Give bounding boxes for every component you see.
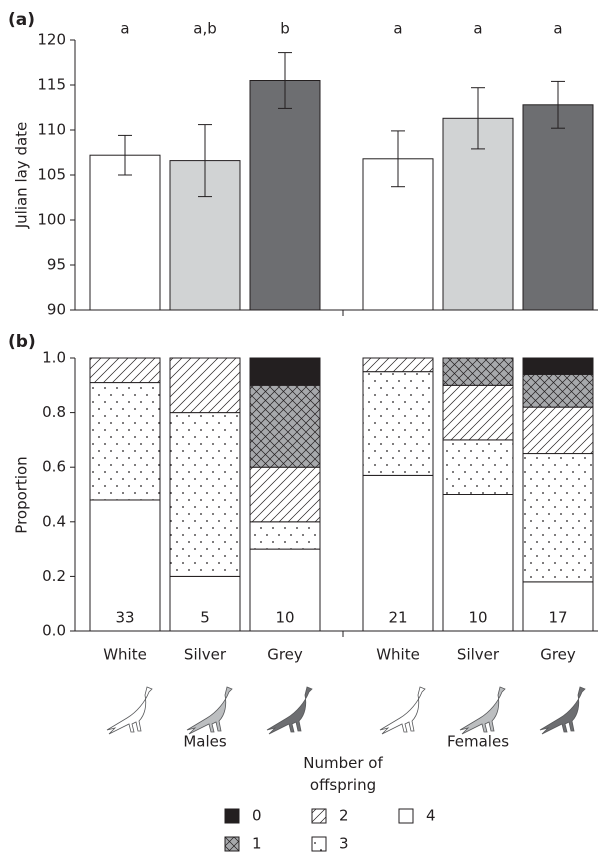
bird-icon: [107, 687, 152, 734]
legend-label: 3: [339, 835, 349, 853]
bar-segment: [443, 385, 513, 440]
bar-segment: [90, 383, 160, 500]
bar-segment: [523, 358, 593, 374]
x-tick-label: Grey: [267, 646, 303, 664]
sample-size: 21: [388, 609, 407, 627]
x-tick-label: Grey: [540, 646, 576, 664]
bar-segment: [443, 440, 513, 495]
significance-letter: a: [393, 20, 402, 38]
legend-title: Number of offspring: [283, 752, 403, 796]
y-tick-label: 0.2: [42, 567, 66, 585]
legend-label: 1: [252, 835, 262, 853]
bird-icon: [267, 687, 312, 734]
bar-segment: [170, 413, 240, 577]
legend-swatch: [312, 809, 326, 823]
bar-segment: [363, 372, 433, 476]
sample-size: 17: [548, 609, 567, 627]
bar-segment: [250, 522, 320, 549]
panel-label: (a): [8, 10, 35, 30]
bird-icon: [540, 687, 585, 734]
bar-segment: [443, 358, 513, 385]
bar-segment: [523, 407, 593, 453]
y-tick-label: 90: [47, 301, 66, 319]
bar-segment: [363, 358, 433, 372]
y-axis-label: Proportion: [13, 456, 31, 533]
y-tick-label: 0.0: [42, 622, 66, 640]
significance-letter: a: [553, 20, 562, 38]
bird-icons: [107, 687, 585, 734]
bar-segment: [170, 358, 240, 413]
bird-icon: [380, 687, 425, 734]
x-tick-label: White: [103, 646, 147, 664]
legend-label: 2: [339, 807, 349, 825]
bird-icon: [187, 687, 232, 734]
y-tick-label: 110: [37, 121, 66, 139]
y-tick-label: 95: [47, 256, 66, 274]
legend-swatch: [225, 837, 239, 851]
panel-label: (b): [8, 332, 36, 352]
bar: [523, 105, 593, 310]
y-tick-label: 120: [37, 31, 66, 49]
legend-swatch: [399, 809, 413, 823]
y-tick-label: 0.6: [42, 458, 66, 476]
x-tick-label: Silver: [457, 646, 500, 664]
x-tick-label: Silver: [184, 646, 227, 664]
bar: [250, 81, 320, 311]
y-tick-label: 0.8: [42, 403, 66, 421]
group-label: Males: [183, 733, 227, 751]
legend-label: 0: [252, 807, 262, 825]
y-tick-label: 100: [37, 211, 66, 229]
y-tick-label: 0.4: [42, 512, 66, 530]
legend-swatch: [225, 809, 239, 823]
significance-letter: a,b: [193, 20, 216, 38]
bird-icon: [460, 687, 505, 734]
page: {"chart_data": [ {"type": "bar", "panel"…: [0, 0, 600, 857]
group-label: Females: [447, 733, 509, 751]
significance-letter: a: [473, 20, 482, 38]
significance-letter: b: [280, 20, 290, 38]
bar-segment: [250, 358, 320, 385]
bar-segment: [250, 385, 320, 467]
sample-size: 10: [275, 609, 294, 627]
x-tick-label: White: [376, 646, 420, 664]
sample-size: 5: [200, 609, 210, 627]
bar-segment: [250, 467, 320, 522]
sample-size: 10: [468, 609, 487, 627]
y-axis-label: Julian lay date: [13, 122, 31, 230]
legend-swatch: [312, 837, 326, 851]
bar-segment: [90, 358, 160, 383]
figure: (a) (b) Julian lay date Proportion 90 95 1…: [0, 0, 600, 857]
significance-letter: a: [120, 20, 129, 38]
y-tick-label: 105: [37, 166, 66, 184]
bar-segment: [523, 374, 593, 407]
y-tick-label: 115: [37, 76, 66, 94]
y-tick-label: 1.0: [42, 349, 66, 367]
bar: [90, 155, 160, 310]
sample-size: 33: [115, 609, 134, 627]
bar-segment: [523, 454, 593, 582]
legend-label: 4: [426, 807, 436, 825]
